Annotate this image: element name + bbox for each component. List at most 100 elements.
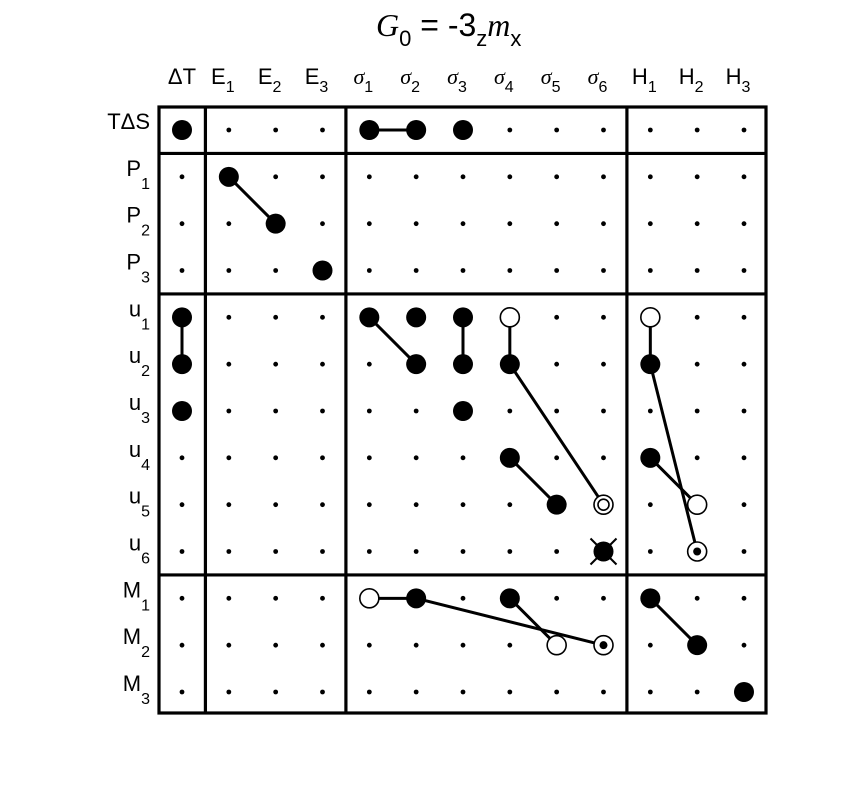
filled-circle-marker (172, 307, 192, 328)
dotted-circle-marker (593, 634, 614, 656)
zero-dot (413, 549, 419, 554)
zero-dot (460, 221, 466, 227)
zero-dot (647, 174, 653, 180)
connection-line (414, 596, 605, 647)
zero-dot (320, 595, 325, 601)
zero-dot (226, 268, 232, 273)
zero-dot (460, 502, 466, 508)
filled-circle-marker (546, 494, 567, 515)
zero-dot (694, 689, 700, 695)
column-label: σ3 (447, 64, 467, 96)
title-equals: = -3 (411, 7, 476, 43)
zero-dot (601, 689, 606, 695)
zero-dot (273, 408, 279, 414)
zero-dot (366, 408, 372, 414)
zero-dot (179, 174, 185, 180)
zero-dot (320, 314, 325, 320)
zero-dot (554, 361, 560, 367)
zero-dot (366, 361, 372, 367)
zero-dot (741, 221, 747, 227)
title-g-symbol: G (376, 7, 399, 43)
zero-dot (647, 268, 653, 273)
filled-circle-marker (687, 635, 708, 656)
column-label: H1 (632, 64, 657, 96)
zero-dot (366, 689, 372, 695)
zero-dot (413, 408, 419, 414)
nonzero-elements (172, 120, 754, 702)
zero-dot (741, 361, 747, 367)
row-label: M2 (123, 624, 150, 661)
zero-dot (320, 361, 325, 367)
zero-dot (554, 549, 560, 554)
row-label: TΔS (107, 109, 150, 134)
zero-dot (366, 502, 372, 508)
filled-circle-marker (640, 588, 661, 609)
filled-circle-marker (640, 447, 661, 468)
zero-dot (694, 595, 700, 601)
zero-dot (226, 502, 232, 508)
zero-dot (647, 502, 653, 508)
zero-dot (460, 549, 466, 554)
double-circle-marker (593, 494, 614, 515)
row-label: u6 (129, 530, 150, 567)
zero-dot (273, 642, 279, 648)
open-circle-marker (546, 634, 567, 656)
zero-dot (694, 314, 700, 320)
zero-dot (179, 549, 185, 554)
zero-dot (366, 221, 372, 227)
zero-dot (694, 221, 700, 227)
zero-dot (320, 221, 325, 227)
column-label: ΔT (168, 64, 196, 89)
svg-text:G0 = -3zmx: G0 = -3zmx (376, 7, 521, 51)
column-label: E3 (305, 64, 329, 96)
zero-dot (273, 127, 279, 133)
zero-dot (554, 221, 560, 227)
zero-dot (179, 221, 185, 227)
connection-line (227, 175, 278, 226)
filled-circle-marker (499, 354, 520, 375)
zero-dot (413, 642, 419, 648)
row-label: u2 (129, 343, 150, 380)
zero-dot (226, 549, 232, 554)
zero-dot (601, 174, 606, 180)
zero-dot (320, 502, 325, 508)
open-circle-marker (686, 494, 708, 515)
zero-dot (320, 549, 325, 554)
row-labels: TΔS P1 P2 P3 u1 u2 u3 u4 u5 u6 M1 M2 M3 (107, 109, 150, 708)
zero-dot (273, 174, 279, 180)
filled-circle-marker (406, 354, 427, 375)
filled-circle-marker (359, 307, 380, 328)
open-circle-marker (499, 307, 521, 328)
zero-dot (460, 455, 466, 461)
connection-line (367, 315, 418, 366)
zero-dot (647, 549, 653, 554)
column-label: σ6 (588, 64, 608, 96)
zero-dot (320, 455, 325, 461)
zero-dot (226, 127, 232, 133)
zero-dot (507, 502, 513, 508)
zero-dot (413, 268, 419, 273)
zero-dot (179, 595, 185, 601)
row-label: u3 (129, 390, 150, 427)
zero-dot (460, 595, 466, 601)
zero-dot (179, 642, 185, 648)
zero-dot (554, 408, 560, 414)
zero-dot (741, 127, 747, 133)
zero-dot (273, 268, 279, 273)
filled-circle-marker (406, 120, 427, 140)
zero-dot (413, 221, 419, 227)
row-label: M3 (123, 671, 150, 708)
zero-dot (741, 314, 747, 320)
column-label: σ4 (494, 64, 514, 96)
row-label: P1 (126, 156, 150, 193)
row-label: u4 (129, 437, 150, 474)
zero-dot (601, 221, 606, 227)
open-circle-marker (640, 307, 661, 328)
zero-dot (273, 455, 279, 461)
zero-dot (741, 502, 747, 508)
zero-dot (273, 595, 279, 601)
zero-dot (554, 127, 560, 133)
zero-dot (554, 268, 560, 273)
zero-dot (741, 268, 747, 273)
column-label: H2 (679, 64, 704, 96)
